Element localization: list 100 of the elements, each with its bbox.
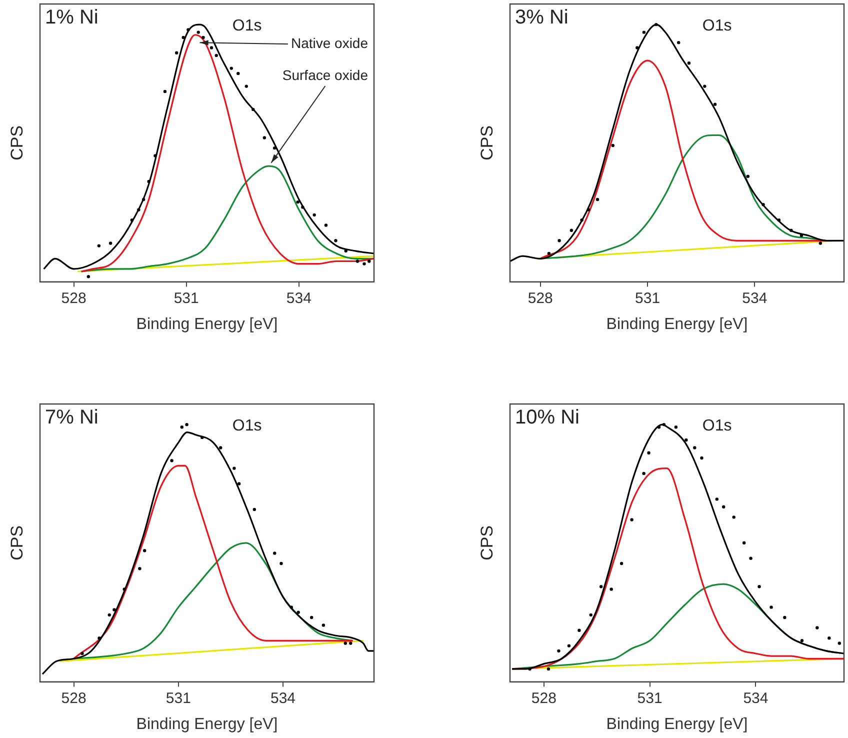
point — [546, 667, 550, 671]
point — [154, 154, 157, 158]
point — [112, 608, 116, 612]
point — [742, 541, 746, 544]
chart-title: 10% Ni — [515, 406, 580, 429]
point — [758, 585, 761, 588]
annotation: O1s — [232, 417, 262, 434]
point — [528, 667, 532, 671]
point — [108, 242, 112, 245]
point — [636, 46, 639, 50]
x-axis-title: Binding Energy [eV] — [136, 716, 278, 733]
point — [349, 642, 352, 645]
point — [80, 652, 84, 656]
point — [362, 262, 366, 266]
x-tick-label: 531 — [637, 690, 662, 707]
y-axis-title: CPS — [478, 525, 497, 560]
annotation: Native oxide — [290, 34, 368, 51]
x-tick-label: 528 — [61, 290, 86, 307]
point — [620, 562, 624, 566]
point — [589, 613, 592, 617]
point — [800, 639, 804, 642]
point — [185, 422, 188, 426]
point — [611, 144, 614, 148]
point — [344, 642, 348, 645]
point — [108, 613, 111, 617]
point — [722, 505, 726, 508]
point — [147, 180, 150, 184]
point — [312, 213, 316, 217]
point — [310, 616, 314, 620]
point — [142, 549, 146, 552]
point — [86, 275, 90, 278]
point — [202, 36, 205, 40]
annotation: O1s — [702, 17, 732, 34]
point — [703, 84, 706, 88]
point — [693, 446, 696, 450]
x-tick-label: 534 — [286, 290, 312, 307]
point — [210, 46, 214, 50]
point — [218, 446, 222, 450]
point — [322, 624, 326, 627]
point — [214, 54, 218, 58]
point — [130, 218, 134, 222]
point — [290, 606, 293, 609]
point — [142, 198, 146, 202]
x-tick-label: 531 — [635, 290, 660, 307]
x-tick-label: 528 — [61, 690, 86, 707]
point — [252, 108, 255, 112]
point — [662, 422, 666, 426]
point — [762, 203, 765, 206]
point — [684, 438, 688, 442]
point — [200, 436, 204, 440]
point — [700, 456, 704, 460]
point — [252, 508, 256, 512]
point — [98, 636, 101, 640]
x-axis-title: Binding Energy [eV] — [606, 316, 748, 333]
point — [547, 252, 551, 256]
point — [783, 616, 786, 620]
point — [713, 102, 717, 106]
point — [580, 218, 584, 222]
point — [599, 585, 603, 588]
point — [746, 174, 750, 178]
point — [280, 562, 283, 566]
point — [244, 84, 248, 88]
point — [122, 588, 126, 591]
point — [186, 28, 190, 32]
point — [828, 636, 831, 640]
point — [334, 239, 338, 242]
point — [770, 606, 773, 609]
point — [368, 260, 371, 263]
point — [262, 136, 266, 140]
point — [296, 200, 300, 204]
point — [749, 556, 752, 560]
point — [642, 472, 646, 476]
point — [324, 224, 328, 227]
annotation: O1s — [232, 17, 262, 34]
point — [230, 66, 233, 70]
annotation: O1s — [702, 417, 732, 434]
point — [610, 588, 613, 591]
point — [677, 40, 680, 44]
point — [301, 206, 304, 209]
chart-title: 7% Ni — [45, 406, 98, 429]
x-tick-label: 534 — [743, 690, 768, 707]
point — [578, 628, 581, 632]
x-tick-label: 534 — [742, 290, 768, 307]
point — [570, 228, 574, 232]
point — [642, 30, 646, 34]
point — [777, 218, 781, 222]
point — [838, 642, 842, 645]
x-tick-label: 531 — [174, 290, 199, 307]
point — [236, 72, 240, 76]
point — [630, 518, 634, 522]
point — [137, 208, 140, 212]
point — [356, 260, 360, 263]
point — [674, 426, 678, 429]
point — [170, 458, 174, 462]
point — [196, 30, 200, 34]
point — [654, 22, 658, 26]
point — [175, 51, 178, 54]
x-tick-label: 531 — [166, 690, 191, 707]
point — [657, 426, 661, 429]
y-axis-title: CPS — [8, 125, 27, 160]
